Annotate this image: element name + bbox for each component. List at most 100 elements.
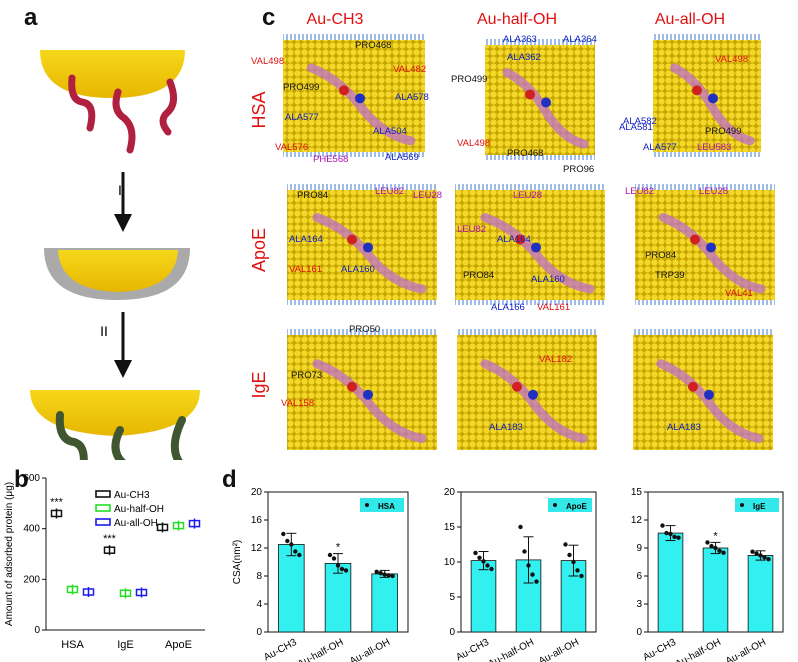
gold-particle-middle [44, 248, 190, 300]
panel-label-d: d [222, 466, 237, 493]
residue-bead-red [688, 381, 698, 392]
residue-bead-blue [363, 242, 373, 253]
data-point [119, 589, 132, 598]
data-point [343, 568, 349, 573]
data-point [481, 559, 486, 564]
x-tick-label: Au-all-OH [348, 637, 392, 662]
bar [324, 563, 352, 633]
surface-ligands [653, 34, 761, 40]
residue-bead-blue [704, 389, 714, 400]
legend-marker [95, 504, 111, 512]
row-label-ige: IgE [249, 371, 269, 398]
residue-label: PRO499 [451, 74, 487, 85]
gold-particle-bottom [30, 390, 200, 436]
data-point [766, 557, 771, 562]
residue-label: PRO499 [705, 126, 741, 137]
significance-label: *** [50, 496, 64, 508]
legend-label: Au-half-OH [114, 504, 164, 515]
x-tick-label: Au-CH3 [454, 637, 491, 662]
data-point [717, 548, 722, 553]
residue-label: PRO50 [349, 324, 380, 335]
data-point [518, 524, 523, 530]
residue-label: PHE568 [313, 154, 348, 165]
y-tick-label: 0 [256, 627, 262, 638]
row-label-hsa: HSA [249, 91, 269, 128]
y-tick-label: 10 [444, 557, 456, 568]
column-header-au-ch3: Au-CH3 [307, 11, 364, 28]
y-tick-label: 15 [631, 487, 643, 498]
protein-ribbon [480, 359, 588, 443]
data-point [713, 545, 718, 551]
residue-label: ALA362 [507, 52, 541, 63]
data-point [477, 555, 482, 560]
residue-label: PRO84 [645, 250, 676, 261]
data-point [668, 531, 673, 537]
residue-label: ALA577 [285, 112, 319, 123]
residue-label: VAL161 [289, 264, 322, 275]
residue-bead-blue [363, 389, 373, 400]
data-point [709, 543, 714, 549]
residue-label: PRO84 [463, 270, 494, 281]
protein-ribbon [670, 63, 755, 146]
surface-ligands [485, 155, 595, 160]
protein-ribbon [658, 213, 766, 294]
data-point [382, 572, 387, 577]
y-tick-label: 6 [636, 571, 642, 582]
data-point [758, 553, 763, 558]
residue-bead-blue [355, 93, 365, 104]
residue-bead-red [512, 381, 522, 392]
residue-label: ALA164 [289, 234, 323, 245]
arrow-down-icon [114, 312, 132, 378]
data-point [489, 566, 494, 572]
data-point [172, 521, 185, 530]
bar [470, 560, 497, 633]
surface-ligands [485, 39, 595, 45]
residue-bead-red [347, 381, 357, 392]
residue-label: PRO96 [563, 164, 594, 175]
residue-label: ALA164 [497, 234, 531, 245]
residue-label: LEU82 [625, 186, 654, 197]
protein-ribbon [306, 63, 416, 146]
y-tick-label: 0 [636, 627, 642, 638]
legend-label: ApoE [566, 502, 588, 511]
legend-box [735, 498, 779, 512]
significance-label: *** [103, 533, 117, 545]
residue-bead-blue [706, 242, 716, 253]
legend-label: HSA [378, 502, 395, 511]
data-point [374, 569, 379, 574]
data-point [331, 556, 337, 561]
y-tick-label: 15 [444, 522, 456, 533]
residue-label: PRO499 [283, 82, 319, 93]
x-tick-label: Au-half-OH [487, 637, 536, 662]
column-header-au-all-oh: Au-all-OH [655, 11, 725, 28]
data-point [721, 550, 726, 555]
residue-label: VAL482 [393, 64, 426, 75]
residue-label: VAL576 [275, 142, 308, 153]
y-tick-label: 20 [444, 487, 456, 498]
x-tick-label: Au-half-OH [296, 637, 345, 662]
residue-label: VAL498 [251, 56, 284, 67]
row-labels: HSA ApoE IgE [249, 91, 269, 398]
x-tick-label: Au-all-OH [537, 637, 581, 662]
legend-box [360, 498, 404, 512]
surface-ligands [287, 300, 437, 305]
residue-label: LEU583 [697, 142, 731, 153]
x-tick-label: ApoE [165, 639, 192, 651]
x-tick-label: Au-half-OH [674, 637, 723, 662]
protein-chains-red [68, 74, 177, 154]
residue-bead-blue [708, 93, 718, 104]
snapshot-grid [283, 34, 775, 450]
y-axis-label: CSA(nm²) [232, 540, 243, 584]
data-point [327, 552, 333, 558]
data-point [676, 535, 681, 540]
data-point [534, 579, 539, 584]
legend-label: IgE [753, 502, 766, 511]
residue-label: TRP39 [655, 270, 685, 281]
y-tick-label: 12 [251, 543, 263, 554]
legend-box [548, 498, 592, 512]
row-label-apoe: ApoE [249, 228, 269, 272]
residue-label: LEU82 [375, 186, 404, 197]
residue-label: ALA569 [385, 152, 419, 163]
